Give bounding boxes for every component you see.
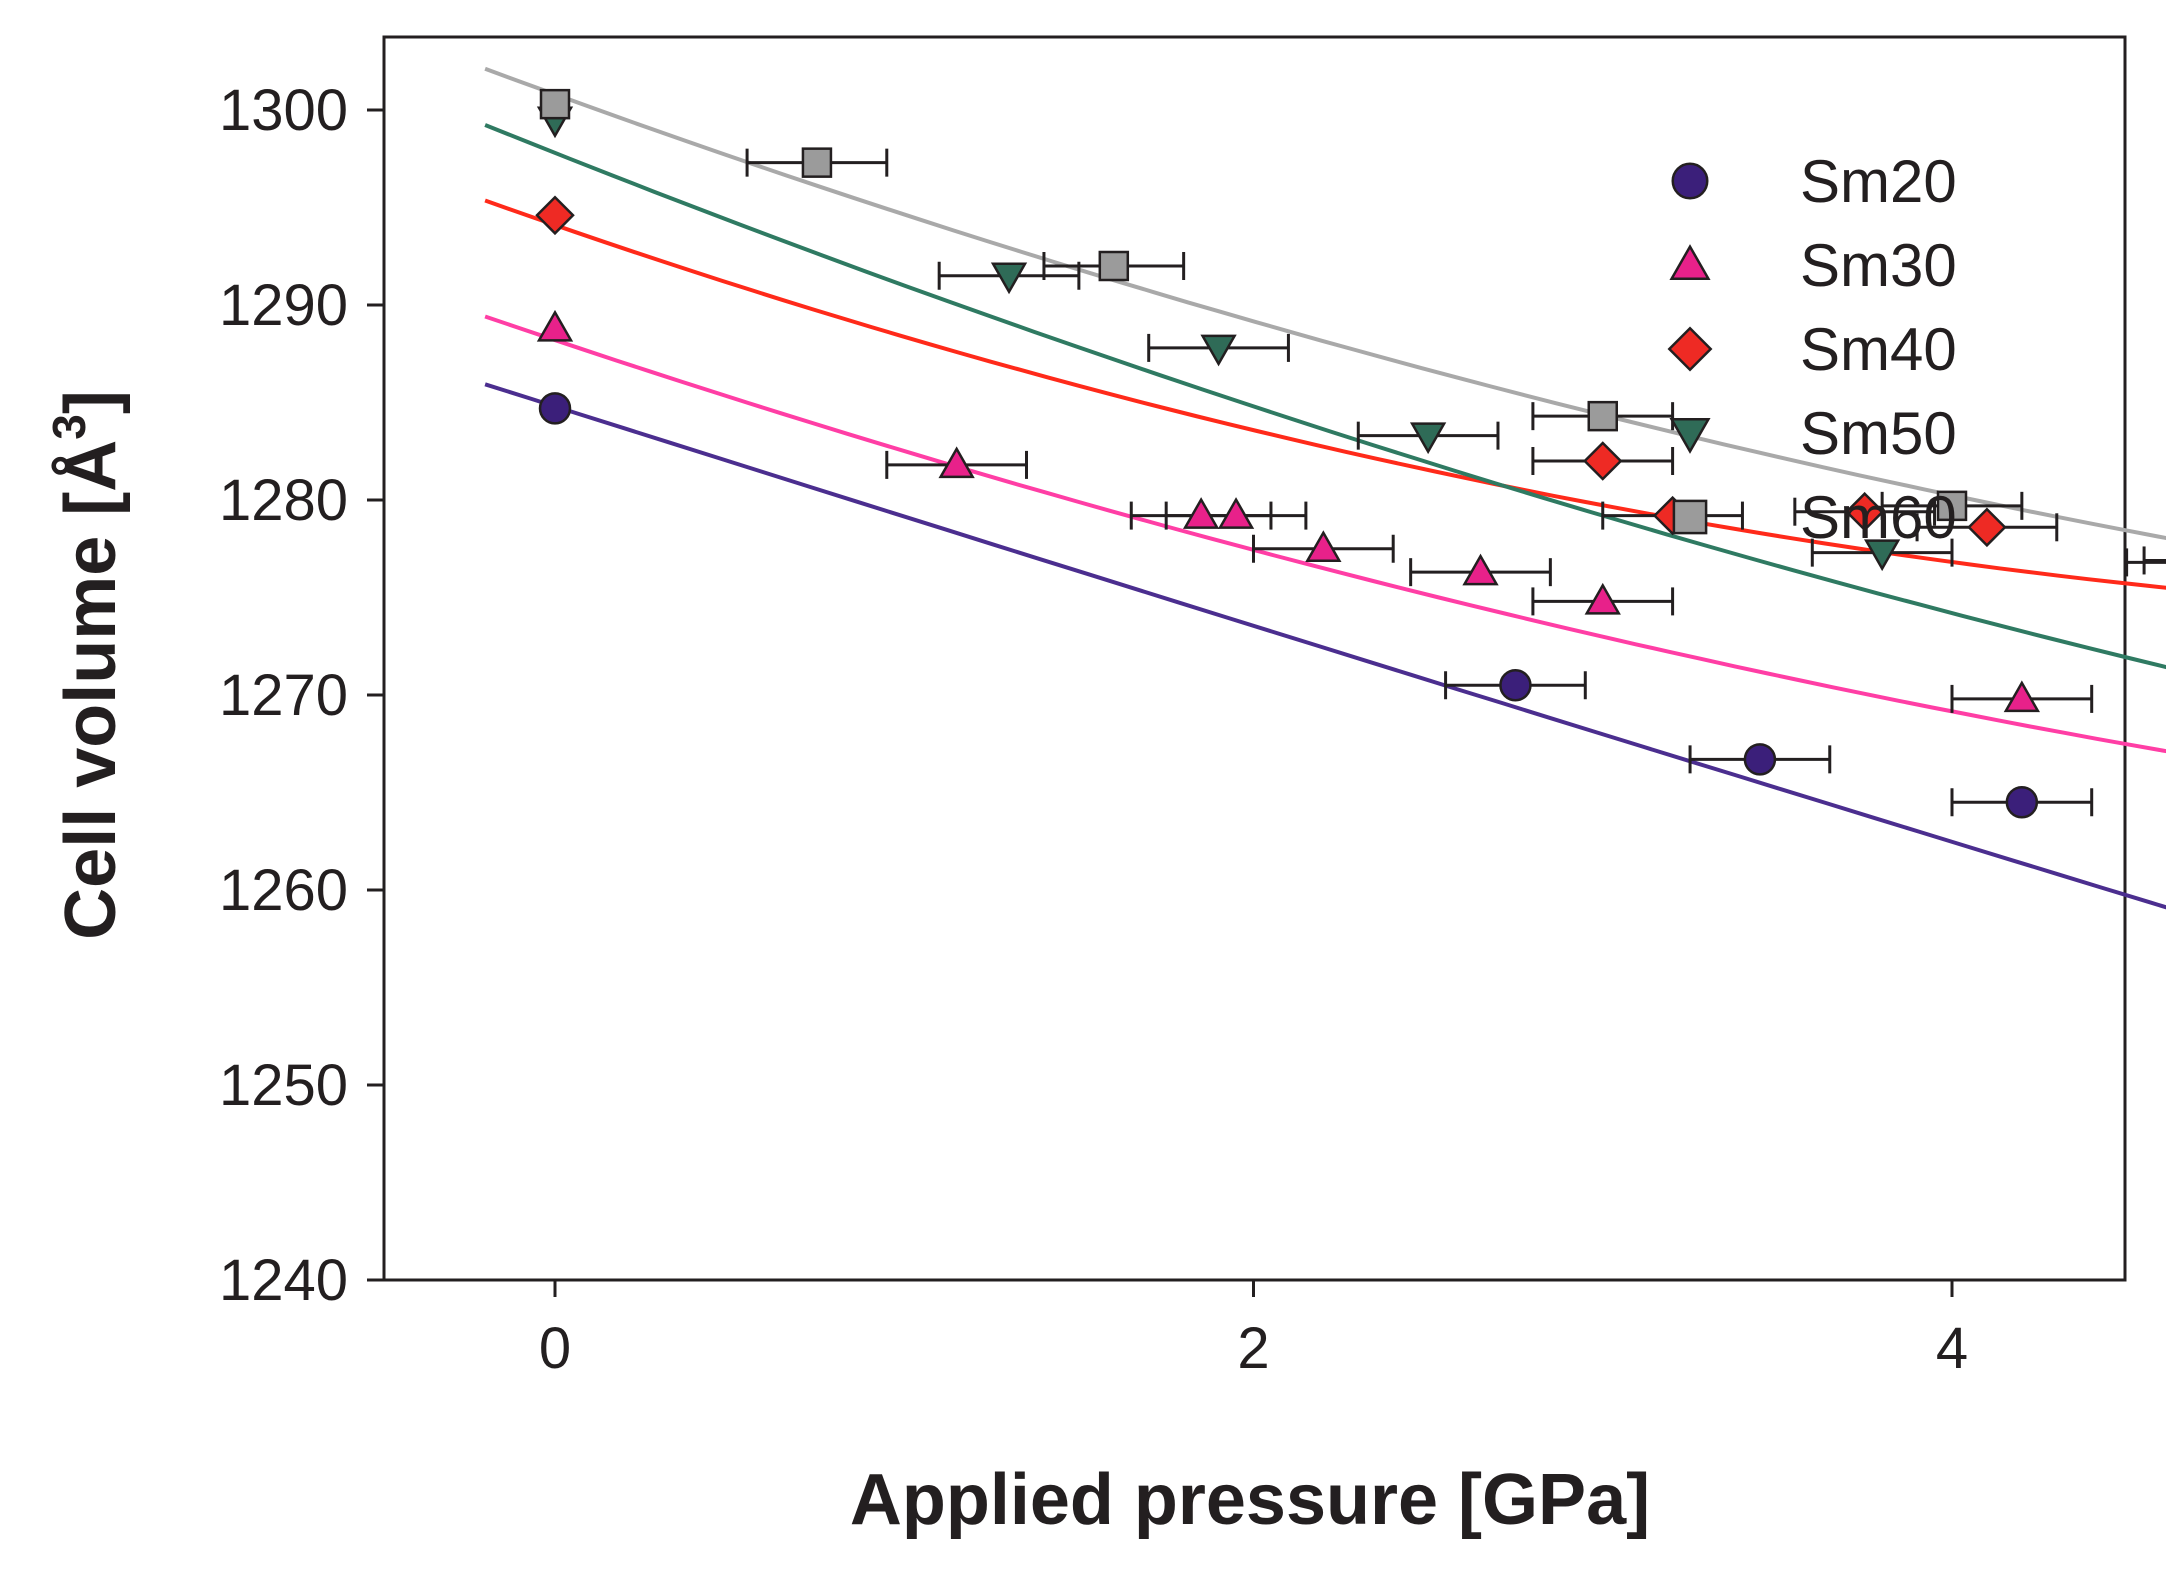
data-point-sm60 bbox=[1587, 400, 1618, 432]
fit-line-sm60 bbox=[484, 66, 2166, 541]
data-point-sm30 bbox=[1305, 530, 1342, 562]
data-point-sm30 bbox=[536, 309, 574, 342]
fit-line-sm50 bbox=[484, 123, 2166, 670]
data-point-sm40 bbox=[1844, 491, 1885, 532]
y-axis-title: Cell volume [Å3] bbox=[43, 390, 131, 940]
data-point-sm50 bbox=[990, 262, 1028, 295]
data-point-sm20 bbox=[1743, 743, 1777, 776]
legend-label: Sm20 bbox=[1800, 148, 1957, 215]
y-tick-label: 1280 bbox=[219, 468, 348, 533]
data-points bbox=[535, 88, 2041, 819]
legend-label: Sm50 bbox=[1800, 400, 1957, 467]
data-point-sm20 bbox=[538, 392, 572, 425]
legend-item-sm60: Sm60 bbox=[1672, 484, 1957, 551]
legend-marker bbox=[1669, 244, 1711, 281]
x-tick-label: 4 bbox=[1936, 1316, 1968, 1381]
data-point-sm30 bbox=[1462, 553, 1499, 586]
legend-label: Sm30 bbox=[1800, 232, 1957, 299]
fit-line-sm30 bbox=[484, 314, 2166, 754]
data-point-sm40 bbox=[1582, 441, 1623, 481]
y-tick-label: 1250 bbox=[219, 1053, 348, 1118]
data-point-sm30 bbox=[1217, 497, 1255, 529]
data-point-sm60 bbox=[1098, 250, 1130, 282]
data-point-sm30 bbox=[938, 446, 975, 479]
data-point-sm30 bbox=[1584, 582, 1621, 615]
x-tick-label: 2 bbox=[1237, 1316, 1269, 1381]
y-axis-title-main: Cell volume [Å bbox=[51, 440, 131, 940]
legend-item-sm20: Sm20 bbox=[1671, 148, 1957, 215]
legend-marker bbox=[1667, 326, 1713, 372]
fit-line-sm40 bbox=[484, 198, 2166, 590]
data-point-sm60 bbox=[539, 88, 571, 120]
legend-marker bbox=[1669, 417, 1711, 454]
data-point-sm30 bbox=[2003, 680, 2041, 713]
data-point-sm60 bbox=[1936, 490, 1968, 522]
y-axis-title-close: ] bbox=[51, 390, 131, 414]
fit-curves bbox=[484, 66, 2166, 910]
legend-label: Sm40 bbox=[1800, 316, 1957, 383]
data-point-sm30 bbox=[1182, 497, 1220, 529]
x-tick-label: 0 bbox=[539, 1316, 571, 1381]
legend-marker bbox=[1671, 162, 1709, 200]
y-axis-title-superscript: 3 bbox=[43, 414, 95, 440]
error-bar-sm40 bbox=[2125, 548, 2166, 577]
plot-frame bbox=[382, 35, 2127, 1282]
data-point-sm50 bbox=[1409, 422, 1447, 455]
y-tick-label: 1290 bbox=[219, 273, 348, 338]
fit-line-sm20 bbox=[484, 382, 2166, 910]
legend-item-sm40: Sm40 bbox=[1667, 316, 1957, 383]
legend-item-sm30: Sm30 bbox=[1669, 232, 1957, 299]
error-bar-sm60 bbox=[2142, 546, 2166, 575]
legend: Sm20 Sm30 Sm40 Sm50 Sm60 bbox=[1667, 148, 1957, 551]
legend-item-sm50: Sm50 bbox=[1669, 400, 1957, 467]
axes: 024681240125012601270128012901300 bbox=[219, 78, 1968, 1381]
data-point-sm40 bbox=[1967, 507, 2007, 548]
data-point-sm50 bbox=[1863, 539, 1901, 572]
y-tick-label: 1270 bbox=[219, 663, 348, 728]
legend-label: Sm60 bbox=[1800, 484, 1957, 551]
x-axis-title: Applied pressure [GPa] bbox=[850, 1460, 1650, 1540]
data-point-sm20 bbox=[1499, 669, 1532, 702]
legend-marker bbox=[1672, 499, 1708, 535]
y-tick-label: 1240 bbox=[219, 1248, 348, 1313]
y-tick-label: 1300 bbox=[219, 78, 348, 143]
y-tick-label: 1260 bbox=[219, 858, 348, 923]
data-point-sm40 bbox=[535, 195, 575, 236]
data-point-sm60 bbox=[801, 147, 833, 178]
data-point-sm50 bbox=[1200, 334, 1237, 367]
data-point-sm20 bbox=[2005, 786, 2039, 819]
